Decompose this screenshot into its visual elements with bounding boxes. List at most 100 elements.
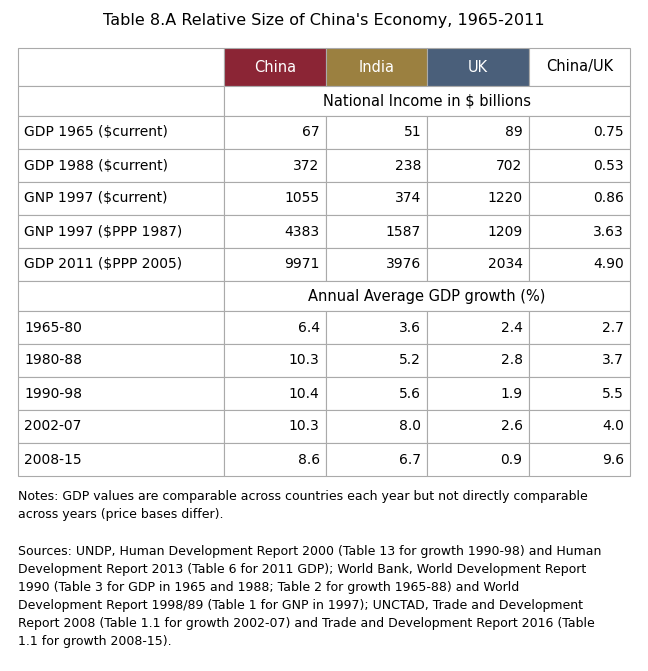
Text: 1587: 1587 — [386, 225, 421, 238]
Text: 238: 238 — [395, 158, 421, 172]
Text: UK: UK — [468, 60, 488, 74]
Bar — [529, 311, 630, 344]
Bar — [18, 215, 224, 248]
Text: 89: 89 — [505, 125, 522, 140]
Text: 51: 51 — [404, 125, 421, 140]
Text: Table 8.A Relative Size of China's Economy, 1965-2011: Table 8.A Relative Size of China's Econo… — [103, 13, 545, 28]
Text: 9971: 9971 — [284, 258, 319, 272]
Bar — [427, 311, 529, 344]
Bar — [224, 443, 326, 476]
Text: 6.4: 6.4 — [297, 321, 319, 335]
Text: 3976: 3976 — [386, 258, 421, 272]
Bar — [224, 116, 326, 149]
Bar — [326, 248, 427, 281]
Text: 1055: 1055 — [284, 191, 319, 205]
Bar — [326, 377, 427, 410]
Text: 3.63: 3.63 — [594, 225, 624, 238]
Bar — [326, 48, 427, 86]
Text: 0.53: 0.53 — [594, 158, 624, 172]
Text: 3.7: 3.7 — [602, 354, 624, 368]
Bar — [529, 215, 630, 248]
Bar — [529, 48, 630, 86]
Bar — [18, 281, 224, 311]
Text: 4383: 4383 — [284, 225, 319, 238]
Bar — [326, 344, 427, 377]
Bar — [18, 48, 224, 86]
Bar — [224, 86, 630, 116]
Bar — [18, 182, 224, 215]
Bar — [427, 182, 529, 215]
Bar — [529, 248, 630, 281]
Bar — [18, 377, 224, 410]
Bar — [224, 377, 326, 410]
Text: Notes: GDP values are comparable across countries each year but not directly com: Notes: GDP values are comparable across … — [18, 490, 588, 521]
Text: 374: 374 — [395, 191, 421, 205]
Bar — [224, 311, 326, 344]
Text: 8.6: 8.6 — [297, 452, 319, 466]
Text: 5.6: 5.6 — [399, 386, 421, 401]
Text: 0.86: 0.86 — [593, 191, 624, 205]
Text: 9.6: 9.6 — [602, 452, 624, 466]
Bar — [224, 215, 326, 248]
Bar — [224, 410, 326, 443]
Text: Sources: UNDP, Human Development Report 2000 (Table 13 for growth 1990-98) and H: Sources: UNDP, Human Development Report … — [18, 545, 601, 648]
Bar — [18, 311, 224, 344]
Text: 2.6: 2.6 — [500, 419, 522, 433]
Text: India: India — [358, 60, 395, 74]
Text: GDP 2011 ($PPP 2005): GDP 2011 ($PPP 2005) — [24, 258, 182, 272]
Text: 0.75: 0.75 — [594, 125, 624, 140]
Text: 1990-98: 1990-98 — [24, 386, 82, 401]
Text: 6.7: 6.7 — [399, 452, 421, 466]
Text: 372: 372 — [294, 158, 319, 172]
Bar — [18, 443, 224, 476]
Text: GNP 1997 ($PPP 1987): GNP 1997 ($PPP 1987) — [24, 225, 182, 238]
Bar — [224, 48, 326, 86]
Text: 67: 67 — [302, 125, 319, 140]
Text: 1965-80: 1965-80 — [24, 321, 82, 335]
Text: 1220: 1220 — [487, 191, 522, 205]
Bar — [18, 344, 224, 377]
Text: Annual Average GDP growth (%): Annual Average GDP growth (%) — [308, 289, 546, 303]
Text: 10.4: 10.4 — [289, 386, 319, 401]
Text: 5.5: 5.5 — [602, 386, 624, 401]
Bar — [326, 149, 427, 182]
Bar — [18, 116, 224, 149]
Bar — [224, 182, 326, 215]
Bar — [529, 116, 630, 149]
Bar — [224, 344, 326, 377]
Text: 8.0: 8.0 — [399, 419, 421, 433]
Text: 2.7: 2.7 — [602, 321, 624, 335]
Text: 2.4: 2.4 — [501, 321, 522, 335]
Text: 1980-88: 1980-88 — [24, 354, 82, 368]
Bar — [427, 248, 529, 281]
Text: 1209: 1209 — [487, 225, 522, 238]
Bar — [529, 182, 630, 215]
Bar — [224, 248, 326, 281]
Bar — [18, 410, 224, 443]
Text: 10.3: 10.3 — [289, 419, 319, 433]
Text: 4.0: 4.0 — [602, 419, 624, 433]
Text: 5.2: 5.2 — [399, 354, 421, 368]
Text: 4.90: 4.90 — [594, 258, 624, 272]
Bar — [427, 377, 529, 410]
Text: 2002-07: 2002-07 — [24, 419, 82, 433]
Text: 1.9: 1.9 — [500, 386, 522, 401]
Text: China: China — [254, 60, 296, 74]
Bar — [529, 149, 630, 182]
Bar — [427, 48, 529, 86]
Bar — [326, 182, 427, 215]
Text: 2034: 2034 — [487, 258, 522, 272]
Text: GDP 1965 ($current): GDP 1965 ($current) — [24, 125, 168, 140]
Text: 10.3: 10.3 — [289, 354, 319, 368]
Bar — [427, 410, 529, 443]
Bar — [529, 377, 630, 410]
Text: National Income in $ billions: National Income in $ billions — [323, 93, 531, 109]
Bar — [326, 443, 427, 476]
Bar — [18, 248, 224, 281]
Bar — [427, 344, 529, 377]
Bar — [427, 116, 529, 149]
Bar — [326, 116, 427, 149]
Bar — [326, 311, 427, 344]
Bar — [529, 344, 630, 377]
Bar — [529, 443, 630, 476]
